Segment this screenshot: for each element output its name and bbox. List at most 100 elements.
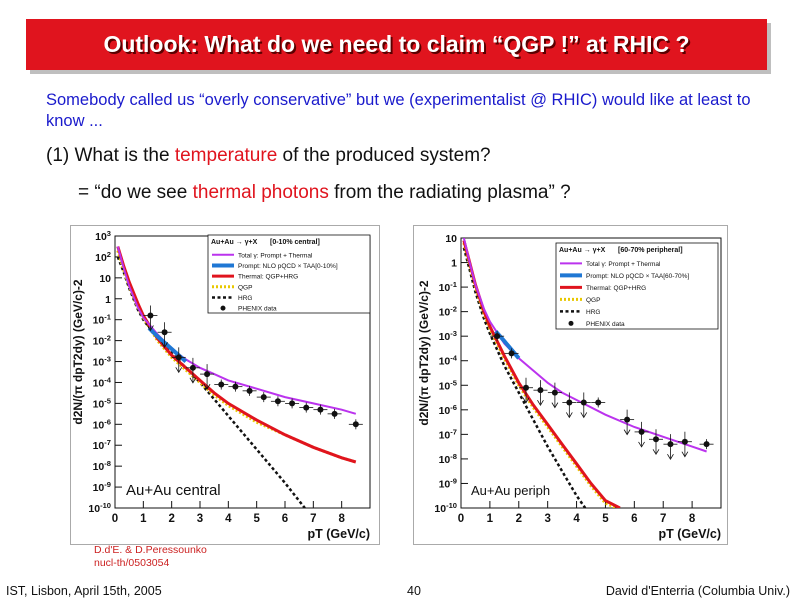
chart-central: 10-1010-910-810-710-610-510-410-310-210-… [70, 225, 380, 545]
y-tick-label: 10-10 [434, 501, 457, 515]
x-tick-label: 8 [689, 513, 696, 525]
data-point [331, 410, 338, 417]
q2-highlight: thermal photons [192, 182, 329, 203]
y-tick-label: 10 [99, 273, 111, 285]
credit-reference: nucl-th/0503054 [94, 557, 170, 569]
q1-highlight: temperature [174, 145, 278, 166]
panel-label: Au+Au periph [471, 483, 550, 498]
y-tick-label: 10-2 [93, 334, 111, 348]
y-tick-label: 10-5 [439, 378, 457, 392]
credit-authors: D.d'E. & D.Peressounko [94, 544, 207, 556]
upper-limit-arrow [551, 402, 559, 409]
data-point [681, 438, 688, 445]
footer-left: IST, Lisbon, April 15th, 2005 [6, 584, 162, 598]
data-point [352, 421, 359, 428]
legend-subheader: [0-10% central] [270, 239, 320, 246]
x-tick-label: 2 [168, 513, 174, 525]
data-point [624, 416, 631, 423]
footer-page-number: 40 [407, 584, 421, 598]
y-tick-label: 10-6 [93, 417, 111, 431]
x-tick-label: 4 [573, 513, 580, 525]
data-point [494, 333, 501, 340]
x-tick-label: 7 [310, 513, 316, 525]
plot-area [462, 238, 714, 508]
upper-limit-arrow [522, 397, 530, 404]
data-point [232, 383, 239, 390]
y-tick-label: 10 [445, 233, 457, 245]
x-tick-label: 6 [282, 513, 288, 525]
x-tick-label: 5 [253, 513, 260, 525]
y-tick-label: 10-9 [93, 480, 111, 494]
legend-entry: HRG [586, 309, 600, 316]
legend-entry: PHENIX data [586, 321, 625, 328]
upper-limit-arrow [161, 342, 168, 349]
x-tick-label: 0 [112, 513, 118, 525]
legend-entry: Total γ: Prompt + Thermal [586, 261, 661, 268]
x-tick-label: 2 [516, 513, 522, 525]
legend-swatch [220, 305, 226, 311]
plot-area [116, 246, 363, 508]
data-point [566, 399, 573, 406]
y-tick-label: 10-4 [93, 375, 112, 389]
upper-limit-arrow [189, 377, 197, 384]
data-point [274, 398, 281, 405]
upper-limit-arrow [203, 383, 211, 390]
q1-suffix: of the produced system? [277, 145, 491, 166]
legend-box [207, 234, 371, 314]
y-tick-label: 10-5 [93, 396, 111, 410]
y-tick-label: 10-3 [439, 329, 457, 343]
legend: Au+Au → γ+X [60-70% peripheral] Total γ: P… [555, 242, 719, 330]
x-axis-label: pT (GeV/c) [658, 527, 721, 541]
x-tick-label: 6 [631, 513, 637, 525]
data-point [204, 371, 211, 378]
footer-right: David d'Enterria (Columbia Univ.) [605, 584, 790, 598]
y-axis-label: d2N/(π dpT2dy) (GeV/c)-2 [417, 280, 431, 426]
upper-limit-arrow [580, 412, 588, 419]
data-point [551, 389, 558, 396]
y-tick-label: 10-8 [93, 459, 111, 473]
y-axis-label: d2N/(π dpT2dy) (GeV/c)-2 [71, 279, 85, 425]
q1-prefix: (1) What is the [46, 145, 175, 166]
x-tick-label: 0 [458, 513, 464, 525]
upper-limit-arrow [681, 451, 689, 458]
question-1: (1) What is the temperature of the produ… [46, 145, 491, 167]
y-tick-label: 10-7 [439, 427, 457, 441]
data-point [218, 381, 225, 388]
y-tick-label: 1 [451, 258, 457, 270]
x-tick-label: 1 [140, 513, 147, 525]
data-point [508, 350, 515, 357]
y-tick-label: 10-4 [439, 354, 458, 368]
upper-limit-arrow [147, 325, 154, 332]
data-point [260, 394, 267, 401]
legend-header: Au+Au → γ+X [559, 247, 606, 254]
x-tick-label: 8 [338, 513, 345, 525]
data-point [523, 384, 529, 391]
data-point [638, 428, 645, 435]
y-tick-label: 10-9 [439, 476, 457, 490]
x-tick-label: 7 [660, 513, 666, 525]
y-tick-label: 103 [95, 229, 111, 243]
legend-box [555, 242, 719, 330]
data-point [317, 406, 324, 413]
credit: D.d'E. & D.Peressounko nucl-th/0503054 [94, 544, 207, 570]
data-point [580, 399, 587, 406]
y-tick-label: 10-2 [439, 305, 457, 319]
data-point [703, 441, 710, 448]
question-2: = “do we see thermal photons from the ra… [78, 182, 571, 204]
legend-entry: Thermal: QGP+HRG [238, 274, 298, 281]
upper-limit-arrow [667, 453, 674, 460]
y-tick-label: 10-1 [439, 280, 457, 294]
legend-entry: Thermal: QGP+HRG [586, 285, 646, 292]
x-axis-label: pT (GeV/c) [307, 527, 370, 541]
data-point [289, 400, 296, 407]
data-point [246, 387, 253, 394]
data-point [653, 436, 659, 443]
data-point [189, 364, 196, 371]
upper-limit-arrow [175, 367, 183, 374]
y-tick-label: 10-1 [93, 313, 111, 327]
x-tick-label: 5 [602, 513, 609, 525]
y-tick-label: 102 [95, 250, 111, 264]
x-tick-label: 1 [487, 513, 494, 525]
title-bar: Outlook: What do we need to claim “QGP !… [26, 19, 767, 70]
data-point [537, 387, 544, 394]
